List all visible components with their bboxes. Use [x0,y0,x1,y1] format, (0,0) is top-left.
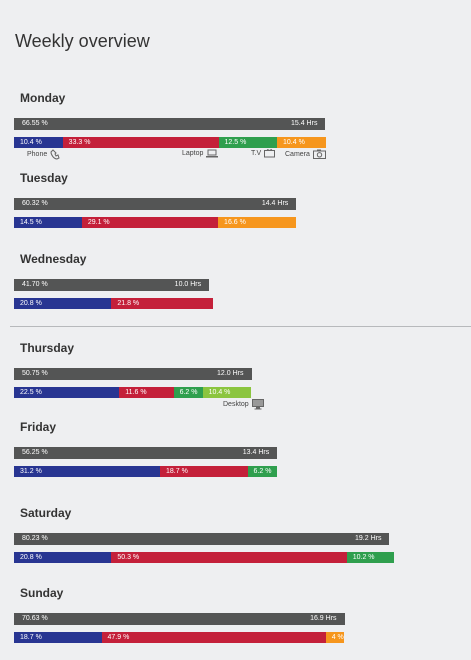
segment-laptop-tuesday: 29.1 % [81,217,219,228]
legend-tv: T.V [251,149,276,158]
phone-icon [50,149,60,160]
segment-laptop-friday: 18.7 % [160,466,248,477]
total-bar-thursday: 50.75 % 12.0 Hrs [14,368,252,380]
total-bar-friday: 56.25 % 13.4 Hrs [14,447,278,459]
legend-label-phone: Phone [27,151,48,158]
segment-tv-monday: 12.5 % [218,137,278,148]
segment-label: 20.8 % [20,554,42,561]
total-hours-label: 12.0 Hrs [217,370,244,377]
legend-camera: Camera [285,149,326,159]
segment-label: 31.2 % [20,468,42,475]
total-percent-label: 80.23 % [22,535,48,542]
segment-tv-thursday: 6.2 % [173,387,203,398]
segment-camera-tuesday: 16.6 % [218,217,296,228]
legend-label-camera: Camera [285,150,310,158]
segment-label: 10.4 % [208,389,231,396]
total-bar-saturday: 80.23 % 19.2 Hrs [14,533,390,545]
total-percent-label: 60.32 % [22,200,48,207]
day-label-monday: Monday [20,91,66,105]
section-divider [10,326,471,327]
segment-phone-wednesday: 20.8 % [14,298,112,309]
total-percent-label: 66.55 % [22,120,48,127]
segment-label: 10.4 % [283,139,305,146]
segment-phone-thursday: 22.5 % [14,387,120,398]
segment-camera-monday: 10.4 % [277,137,326,148]
total-bar-wednesday: 41.70 % 10.0 Hrs [14,279,210,291]
day-label-sunday: Sunday [20,586,64,600]
day-label-tuesday: Tuesday [20,171,68,185]
segment-label: 16.6 % [224,219,246,226]
segment-label: 12.5 % [224,139,247,146]
total-hours-label: 15.4 Hrs [290,120,318,127]
legend-label-desktop: Desktop [223,401,249,408]
total-hours-label: 13.4 Hrs [242,449,270,456]
total-bar-monday: 66.55 % 15.4 Hrs [14,118,326,130]
day-label-saturday: Saturday [20,506,72,520]
segment-laptop-wednesday: 21.8 % [111,298,214,309]
day-label-friday: Friday [20,420,57,434]
total-percent-label: 41.70 % [22,281,48,288]
segment-tv-saturday: 10.2 % [346,552,395,563]
segment-label: 11.6 % [125,389,147,396]
total-hours-label: 19.2 Hrs [355,535,382,542]
segment-label: 21.8 % [117,300,140,307]
segment-laptop-saturday: 50.3 % [111,552,347,563]
total-percent-label: 70.63 % [22,615,48,622]
total-hours-label: 10.0 Hrs [174,281,202,288]
segment-label: 10.2 % [352,554,375,561]
camera-icon [312,149,326,159]
legend-label-laptop: Laptop [182,150,204,157]
segment-label: 6.2 % [253,468,272,475]
segment-label: 22.5 % [20,389,42,396]
segment-label: 4 % [331,634,344,641]
segment-laptop-thursday: 11.6 % [119,387,174,398]
segment-phone-friday: 31.2 % [14,466,161,477]
page-title: Weekly overview [15,31,150,51]
total-hours-label: 16.9 Hrs [310,615,337,622]
total-percent-label: 50.75 % [22,370,48,377]
segment-tv-friday: 6.2 % [247,466,277,477]
legend-laptop: Laptop [182,149,219,158]
segment-label: 18.7 % [166,468,188,475]
segment-label: 33.3 % [68,139,91,146]
desktop-icon [251,399,264,410]
laptop-icon [206,149,219,158]
total-percent-label: 56.25 % [22,449,48,456]
legend-label-tv: T.V [251,150,262,157]
segment-phone-sunday: 18.7 % [14,632,102,643]
segment-camera-sunday: 4 % [325,632,345,643]
day-label-thursday: Thursday [20,341,75,355]
segment-label: 14.5 % [20,219,42,226]
tv-icon [264,149,276,158]
segment-label: 50.3 % [117,554,140,561]
segment-phone-monday: 10.4 % [14,137,63,148]
segment-laptop-monday: 33.3 % [62,137,219,148]
segment-label: 47.9 % [107,634,130,641]
legend-desktop: Desktop [223,399,264,410]
segment-phone-tuesday: 14.5 % [14,217,82,228]
total-bar-sunday: 70.63 % 16.9 Hrs [14,613,345,625]
segment-laptop-sunday: 47.9 % [101,632,326,643]
total-bar-tuesday: 60.32 % 14.4 Hrs [14,198,297,210]
segment-desktop-thursday: 10.4 % [202,387,252,398]
legend-phone: Phone [27,149,60,160]
segment-label: 10.4 % [20,139,42,146]
segment-label: 18.7 % [20,634,42,641]
segment-phone-saturday: 20.8 % [14,552,112,563]
segment-label: 20.8 % [20,300,42,307]
segment-label: 29.1 % [87,219,110,226]
segment-label: 6.2 % [179,389,198,396]
total-hours-label: 14.4 Hrs [261,200,289,207]
day-label-wednesday: Wednesday [20,252,87,266]
